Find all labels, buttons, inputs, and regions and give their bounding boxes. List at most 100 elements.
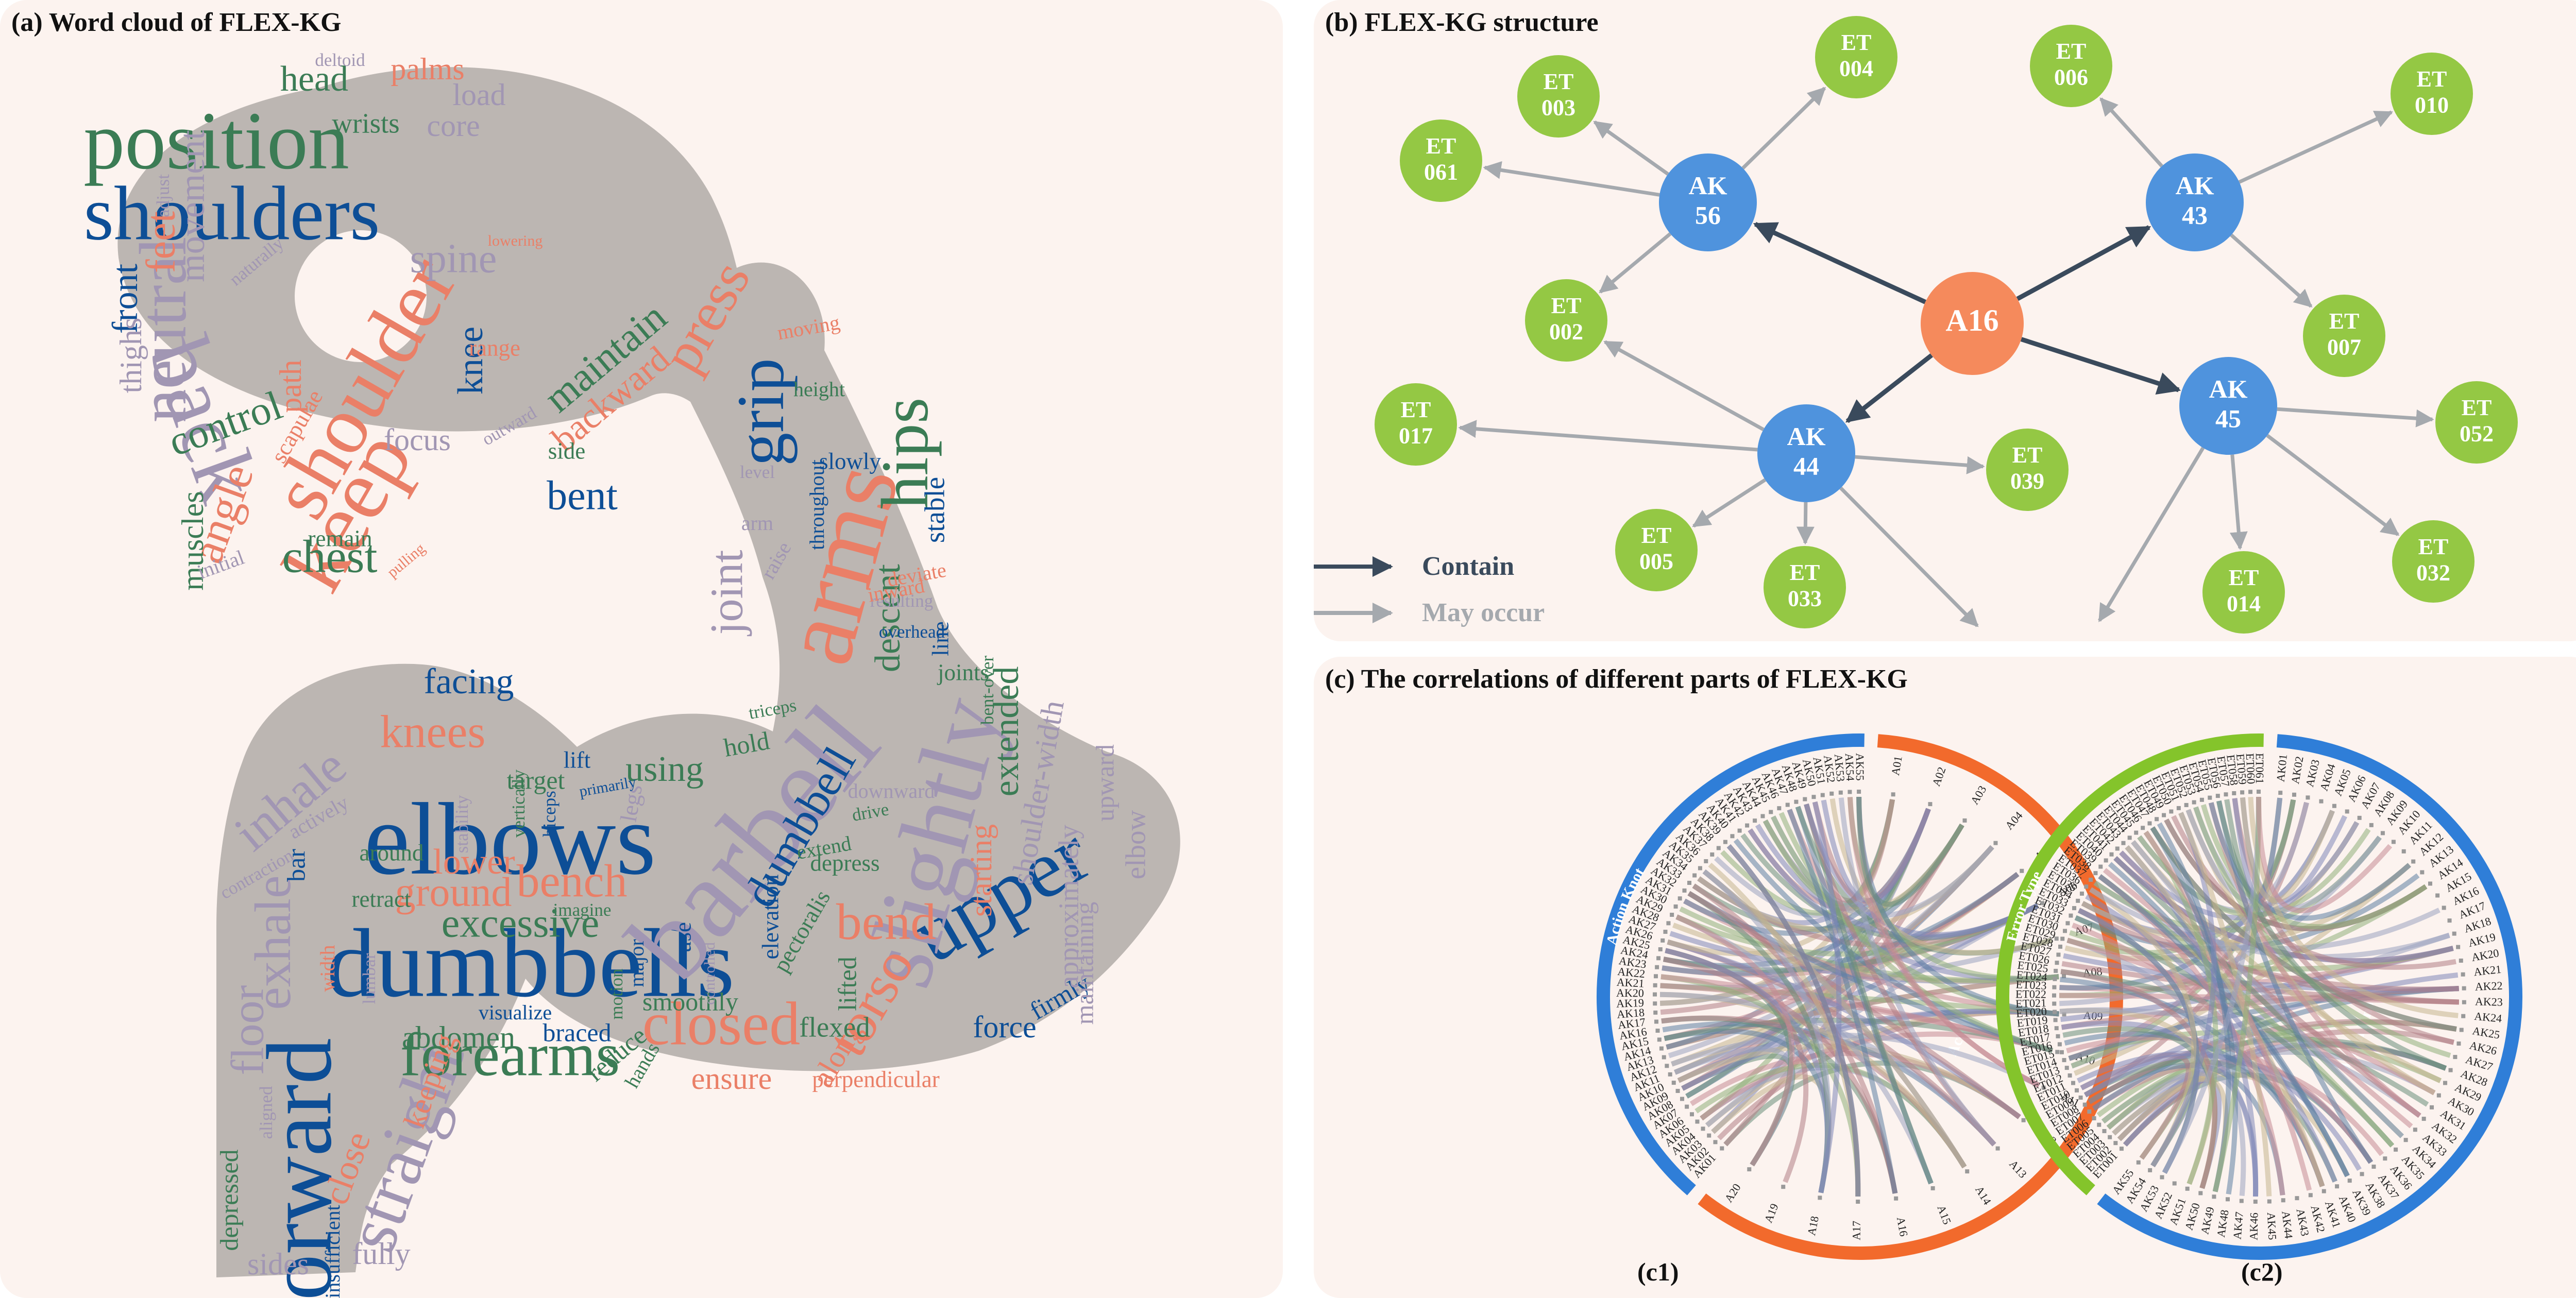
chord-tick: [2428, 881, 2432, 886]
chord-tick: [2456, 1041, 2461, 1046]
node-label-line2: 002: [1549, 319, 1583, 344]
chord-link: [2200, 804, 2428, 929]
node-label-line1: ET: [2012, 442, 2043, 468]
node-circle: [1400, 119, 1482, 202]
chord-tick: [1713, 1140, 1718, 1145]
cloud-word: dumbbells: [327, 910, 735, 1018]
chord-tick-label: A01: [1889, 755, 1905, 776]
node-circle: [1375, 383, 1457, 466]
chord-tick: [1653, 1001, 1657, 1006]
node-et039: ET039: [1986, 429, 2069, 511]
chord-tick-label: AK25: [2471, 1024, 2501, 1041]
chord-tick: [1894, 1196, 1899, 1201]
chord-tick: [2456, 945, 2461, 949]
chord-link: [2085, 894, 2337, 1183]
cloud-word: feet: [138, 211, 183, 273]
chord-tick: [2447, 918, 2452, 923]
cloud-word: visualize: [479, 1001, 552, 1024]
chord-tick: [2084, 884, 2089, 889]
word-cloud-title: (a) Word cloud of FLEX-KG: [11, 8, 342, 37]
chord-tick-label: A16: [1894, 1216, 1910, 1238]
chord-tick: [2071, 1081, 2076, 1085]
node-label-line2: 061: [1424, 159, 1458, 184]
chord-tick-label: AK48: [2214, 1209, 2231, 1238]
may-occur-edge: [1855, 455, 1985, 474]
chord-tick: [2109, 852, 2114, 857]
chord-tick: [2056, 952, 2061, 957]
node-circle: [2146, 153, 2244, 251]
node-label-line1: ET: [2329, 309, 2360, 334]
chord-tick: [2278, 791, 2283, 795]
chord-tick: [2115, 846, 2120, 851]
cloud-word: neutral: [126, 237, 200, 423]
node-circle: [1764, 546, 1846, 628]
cloud-word: biceps: [539, 791, 560, 836]
chord-tick: [2102, 1129, 2107, 1133]
chord-tick: [1856, 1199, 1860, 1204]
chord-tick: [2075, 1088, 2079, 1092]
cloud-word: throughout: [805, 459, 828, 550]
chord-tick: [2459, 959, 2463, 963]
chord-tick: [2121, 841, 2126, 845]
cloud-word: exhale: [244, 876, 301, 1010]
cloud-word: forearms: [400, 1020, 620, 1089]
chord-tick: [2292, 792, 2296, 797]
chord-tick: [2147, 821, 2152, 826]
cloud-word: position: [83, 95, 349, 186]
chord-tick: [1707, 1133, 1711, 1138]
chord-tick: [1930, 1186, 1935, 1190]
chord-tick: [1671, 1081, 1676, 1085]
cloud-word: retract: [352, 886, 411, 912]
node-circle: [1815, 16, 1897, 98]
may-occur-edge: [1796, 502, 1815, 545]
chord-tick: [2391, 840, 2396, 844]
node-label-line2: 43: [2182, 200, 2208, 229]
chord-tick: [2345, 809, 2349, 814]
cloud-word: fully: [352, 1237, 410, 1271]
chord-link: [2131, 840, 2404, 1138]
chord-tick: [1685, 1104, 1689, 1109]
chord-tick: [2062, 1012, 2066, 1017]
node-label-line1: AK: [1787, 422, 1826, 451]
node-label-line2: 003: [1541, 95, 1575, 120]
chord-tick: [2055, 961, 2059, 965]
chord-tick: [2072, 906, 2077, 911]
chord-tick-label: AK22: [2475, 979, 2503, 993]
cloud-word: ensure: [691, 1062, 772, 1096]
chord-tick-label: ET021: [2015, 996, 2047, 1010]
cloud-word: flexed: [799, 1012, 870, 1043]
cloud-word: stable: [919, 477, 951, 543]
chord-tick: [2148, 1168, 2153, 1172]
chord-tick: [2160, 1175, 2164, 1180]
chord-tick: [2403, 1138, 2408, 1142]
node-label-line2: 010: [2415, 92, 2449, 117]
chord-tick: [2232, 791, 2236, 795]
chord-tick: [2436, 1093, 2441, 1098]
node-label-line1: ET: [1426, 133, 1456, 159]
chord-tick: [2020, 868, 2024, 873]
cloud-word: legs: [615, 782, 647, 824]
chord-tick: [2185, 1186, 2190, 1191]
chord-tick-label: AK22: [1617, 965, 1646, 980]
chord-tick: [1675, 1088, 1680, 1093]
chord-tick: [1857, 790, 1861, 794]
cloud-word: starting: [964, 824, 998, 917]
chord-tick: [1753, 818, 1757, 823]
node-circle: [2179, 357, 2277, 455]
chord-tick: [2069, 913, 2073, 918]
cloud-word: arm: [741, 511, 773, 535]
chord-tick: [1653, 983, 1657, 987]
contain-edge: [2016, 225, 2151, 301]
cloud-word: maintaining: [1070, 902, 1098, 1025]
chord-tick-label: AK47: [2230, 1211, 2246, 1240]
chord-tick: [2054, 936, 2059, 941]
cloud-word: descent: [868, 564, 908, 672]
chord-tick-label: AK54: [1843, 753, 1857, 781]
chord-tick: [2335, 1184, 2340, 1189]
cloud-word: lift: [564, 747, 591, 773]
chord-tick: [2239, 1199, 2244, 1203]
word-cloud-panel: (a) Word cloud of FLEX-KG shoulders posit…: [0, 0, 1283, 1298]
chord-tick: [2306, 795, 2310, 800]
node-et002: ET002: [1525, 279, 1607, 362]
